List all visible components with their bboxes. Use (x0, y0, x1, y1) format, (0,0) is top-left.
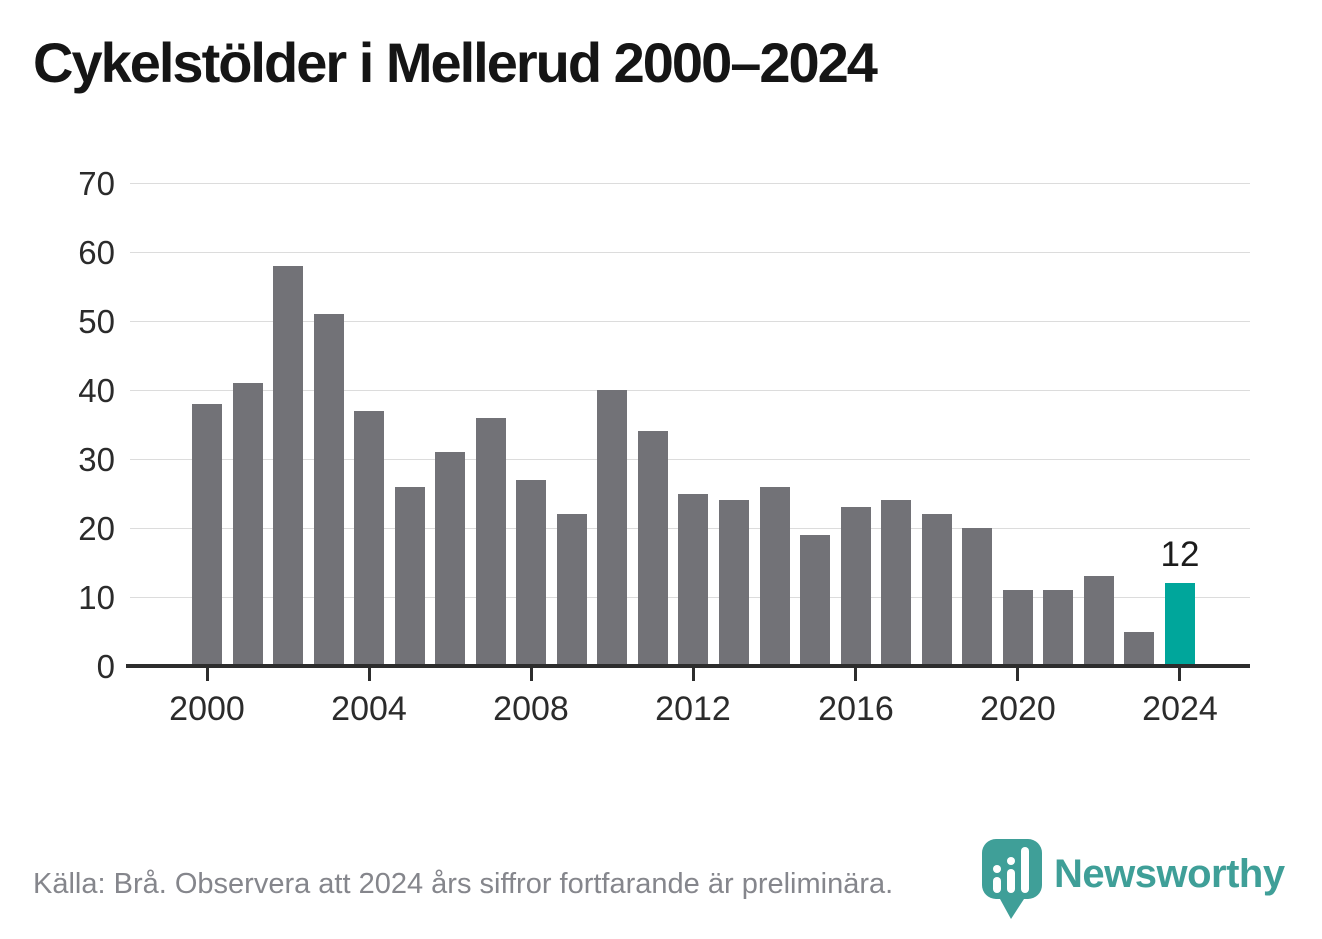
bar-2016 (841, 507, 871, 666)
y-axis-label-10: 10 (78, 579, 115, 616)
newsworthy-logo: Newsworthy (980, 838, 1300, 922)
bar-2004 (354, 411, 384, 666)
source-note: Källa: Brå. Observera att 2024 års siffr… (33, 868, 894, 900)
bar-2008 (516, 480, 546, 666)
x-tick-2000 (206, 668, 209, 681)
bar-2021 (1043, 590, 1073, 666)
bar-2017 (881, 500, 911, 666)
bar-2009 (557, 514, 587, 666)
x-axis-label-2004: 2004 (331, 690, 407, 728)
gridline-y60 (130, 252, 1250, 253)
bar-2018 (922, 514, 952, 666)
x-tick-2004 (368, 668, 371, 681)
bar-2001 (233, 383, 263, 666)
x-axis-label-2024: 2024 (1142, 690, 1218, 728)
bar-2002 (273, 266, 303, 666)
x-axis-label-2020: 2020 (980, 690, 1056, 728)
bar-2023 (1124, 632, 1154, 667)
y-axis-label-30: 30 (78, 441, 115, 478)
gridline-y70 (130, 183, 1250, 184)
bar-2007 (476, 418, 506, 666)
bar-2011 (638, 431, 668, 666)
x-tick-2024 (1178, 668, 1181, 681)
y-axis-label-20: 20 (78, 510, 115, 547)
gridline-y50 (130, 321, 1250, 322)
bar-2013 (719, 500, 749, 666)
y-axis-label-70: 70 (78, 165, 115, 202)
bar-2005 (395, 487, 425, 666)
bar-2015 (800, 535, 830, 666)
x-tick-2012 (692, 668, 695, 681)
newsworthy-wordmark: Newsworthy (1054, 852, 1285, 896)
bar-2003 (314, 314, 344, 666)
bar-2019 (962, 528, 992, 666)
bar-2022 (1084, 576, 1114, 666)
x-tick-2016 (854, 668, 857, 681)
y-axis-label-0: 0 (96, 648, 115, 685)
x-tick-2020 (1016, 668, 1019, 681)
bar-2010 (597, 390, 627, 666)
y-axis-label-40: 40 (78, 372, 115, 409)
newsworthy-icon (982, 839, 1042, 919)
bar-value-label: 12 (1160, 535, 1200, 574)
x-axis-label-2012: 2012 (655, 690, 731, 728)
bar-2014 (760, 487, 790, 666)
x-axis-label-2000: 2000 (169, 690, 245, 728)
gridline-y30 (130, 459, 1250, 460)
x-tick-2008 (530, 668, 533, 681)
bar-2012 (678, 494, 708, 667)
x-axis-line (126, 664, 1250, 668)
y-axis-label-60: 60 (78, 234, 115, 271)
bar-2006 (435, 452, 465, 666)
bar-2024 (1165, 583, 1195, 666)
chart-title: Cykelstölder i Mellerud 2000–2024 (33, 31, 878, 94)
x-axis-label-2008: 2008 (493, 690, 569, 728)
bar-2020 (1003, 590, 1033, 666)
x-axis-label-2016: 2016 (818, 690, 894, 728)
gridline-y40 (130, 390, 1250, 391)
y-axis-label-50: 50 (78, 303, 115, 340)
bar-2000 (192, 404, 222, 666)
